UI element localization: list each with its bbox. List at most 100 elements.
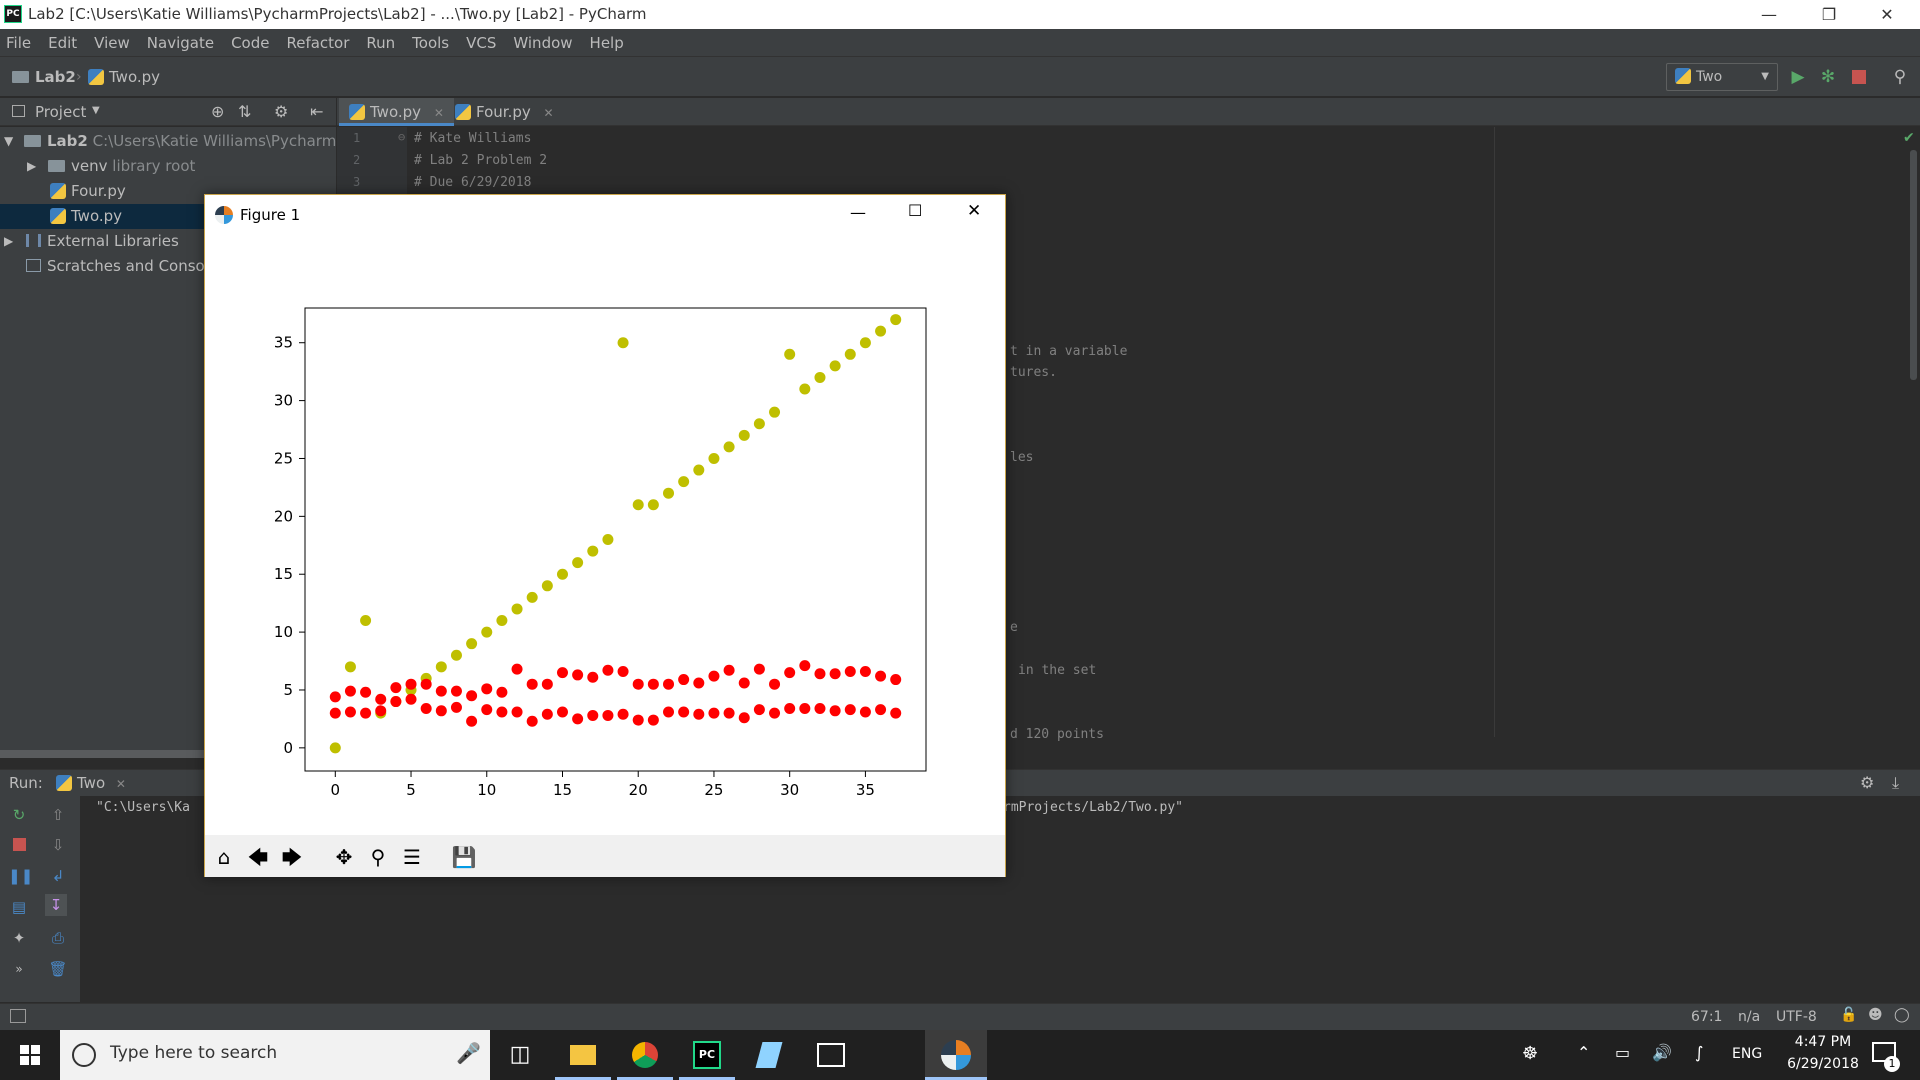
menu-code[interactable]: Code [231,33,270,52]
more-icon[interactable]: » [15,962,23,976]
trash-icon[interactable]: 🗑 [48,960,68,978]
menu-bar: File Edit View Navigate Code Refactor Ru… [0,29,1920,56]
menu-vcs[interactable]: VCS [466,33,497,52]
wifi-icon[interactable]: ∫ [1695,1043,1704,1062]
caret-position[interactable]: 67:1 [1691,1009,1723,1025]
soft-wrap-icon[interactable]: ↲ [51,867,65,885]
matplotlib-taskbar-icon[interactable] [925,1030,987,1080]
rerun-icon[interactable]: ↻ [12,806,26,824]
stop-icon[interactable] [1849,67,1869,87]
home-icon[interactable]: ⌂ [217,845,231,869]
collapsed-arrow-icon[interactable]: ▶ [27,159,37,173]
status-bar: 67:1 n/a UTF-8 🔓 ☻ ◯ [0,1003,1920,1030]
minimize-icon[interactable]: — [850,203,866,222]
pin-icon[interactable]: ✦ [12,929,26,947]
tree-item-lab2[interactable]: ▼ Lab2 C:\Users\Katie Williams\PycharmPr… [0,129,374,154]
menu-window[interactable]: Window [513,33,573,52]
microphone-icon[interactable]: 🎤 [456,1041,481,1065]
show-hidden-icons[interactable]: ⌃ [1577,1043,1591,1062]
line-separator[interactable]: n/a [1738,1009,1761,1025]
task-view-icon[interactable]: ◫ [509,1042,531,1067]
gear-icon[interactable]: ⚙ [274,102,289,121]
print-icon[interactable]: ⎙ [51,929,64,947]
photos-icon[interactable] [803,1030,859,1080]
menu-tools[interactable]: Tools [412,33,450,52]
close-tab-icon[interactable]: ✕ [115,777,126,791]
breadcrumb-file[interactable]: Two.py [88,68,160,86]
people-icon[interactable]: ☸ [1522,1043,1539,1064]
project-view-select[interactable]: Project [35,103,87,121]
run-configuration-select[interactable]: Two ▼ [1666,63,1778,91]
arrow-down-icon[interactable]: ⇩ [51,836,65,854]
hide-panel-icon[interactable]: ⤓ [1892,773,1900,792]
save-icon[interactable]: 💾 [451,845,477,869]
run-tab-two[interactable]: Two ✕ [56,774,126,792]
scroll-to-end-icon[interactable]: ↧ [45,894,67,916]
tree-item-venv[interactable]: ▶ venv library root [0,154,336,179]
scatter-point-series-1 [738,429,750,441]
x-tick-label: 15 [553,781,572,799]
close-icon[interactable]: ✕ [1880,5,1894,24]
run-icon[interactable]: ▶ [1791,67,1805,87]
expanded-arrow-icon[interactable]: ▼ [4,134,14,148]
debug-icon[interactable]: ✻ [1820,67,1836,87]
chrome-icon[interactable] [617,1030,673,1080]
lock-icon[interactable]: 🔓 [1840,1007,1858,1023]
collapsed-arrow-icon[interactable]: ▶ [4,234,14,248]
tool-window-icon[interactable] [10,1009,26,1023]
search-icon[interactable]: ⚲ [1893,67,1907,87]
fold-icon[interactable]: ⊖ [398,130,406,144]
x-tick-label: 35 [856,781,875,799]
forward-arrow-icon[interactable]: 🡆 [281,845,303,869]
restore-icon[interactable]: ❐ [1821,5,1837,24]
taskbar-search[interactable]: Type here to search 🎤 [60,1030,490,1080]
language-indicator[interactable]: ENG [1732,1046,1763,1062]
inspector-icon[interactable]: ☻ [1868,1007,1883,1023]
menu-navigate[interactable]: Navigate [146,33,215,52]
gear-icon[interactable]: ⚙ [1860,773,1875,792]
event-log-icon[interactable]: ◯ [1894,1007,1910,1023]
configure-subplots-icon[interactable]: ☰ [403,845,421,869]
arrow-up-icon[interactable]: ⇧ [51,806,65,824]
stop-icon[interactable] [8,834,30,856]
maximize-icon[interactable]: ☐ [908,201,923,220]
clock-time[interactable]: 4:47 PM [1794,1034,1852,1050]
battery-icon[interactable]: ▭ [1615,1043,1631,1062]
clock-date[interactable]: 6/29/2018 [1787,1056,1859,1072]
horizontal-scrollbar[interactable] [0,750,204,758]
file-explorer-icon[interactable] [555,1030,611,1080]
editor-scroll-thumb[interactable] [1910,150,1917,380]
pause-icon[interactable]: ❚❚ [8,867,34,885]
tab-two-py[interactable]: Two.py ✕ [339,98,454,126]
pan-icon[interactable]: ✥ [335,845,353,869]
file-encoding[interactable]: UTF-8 [1776,1009,1817,1025]
locate-icon[interactable]: ⊕ [211,102,225,121]
collapse-all-icon[interactable]: ⇅ [238,102,252,121]
menu-file[interactable]: File [6,33,32,52]
tree-item-four-py[interactable]: Four.py [0,179,336,204]
pycharm-taskbar-icon[interactable]: PC [679,1030,735,1080]
back-arrow-icon[interactable]: 🡄 [247,845,269,869]
close-tab-icon[interactable]: ✕ [543,106,554,120]
windows-start-icon[interactable] [2,1030,58,1080]
layout-icon[interactable]: ▤ [11,898,27,916]
tree-item-external-libraries[interactable]: ▶ External Libraries [0,229,336,254]
menu-view[interactable]: View [94,33,130,52]
plot-canvas[interactable]: 0 5 10 15 20 25 30 35 0 5 10 15 20 25 30 35 [205,235,1005,835]
menu-help[interactable]: Help [589,33,624,52]
volume-icon[interactable]: 🔊 [1652,1043,1672,1062]
tab-four-py[interactable]: Four.py ✕ [445,98,564,126]
notepad-icon[interactable] [741,1030,797,1080]
hide-panel-icon[interactable]: ⇤ [310,102,324,121]
menu-refactor[interactable]: Refactor [286,33,350,52]
minimize-icon[interactable]: — [1761,5,1777,24]
menu-run[interactable]: Run [366,33,396,52]
close-icon[interactable]: ✕ [967,201,982,221]
close-tab-icon[interactable]: ✕ [433,106,444,120]
menu-edit[interactable]: Edit [48,33,78,52]
breadcrumb-project[interactable]: Lab2 [12,68,76,86]
tree-item-scratches[interactable]: Scratches and Consoles [0,254,336,279]
scatter-point-series-2 [405,693,417,705]
zoom-icon[interactable]: ⚲ [370,845,386,869]
chevron-down-icon[interactable]: ▼ [92,105,100,116]
